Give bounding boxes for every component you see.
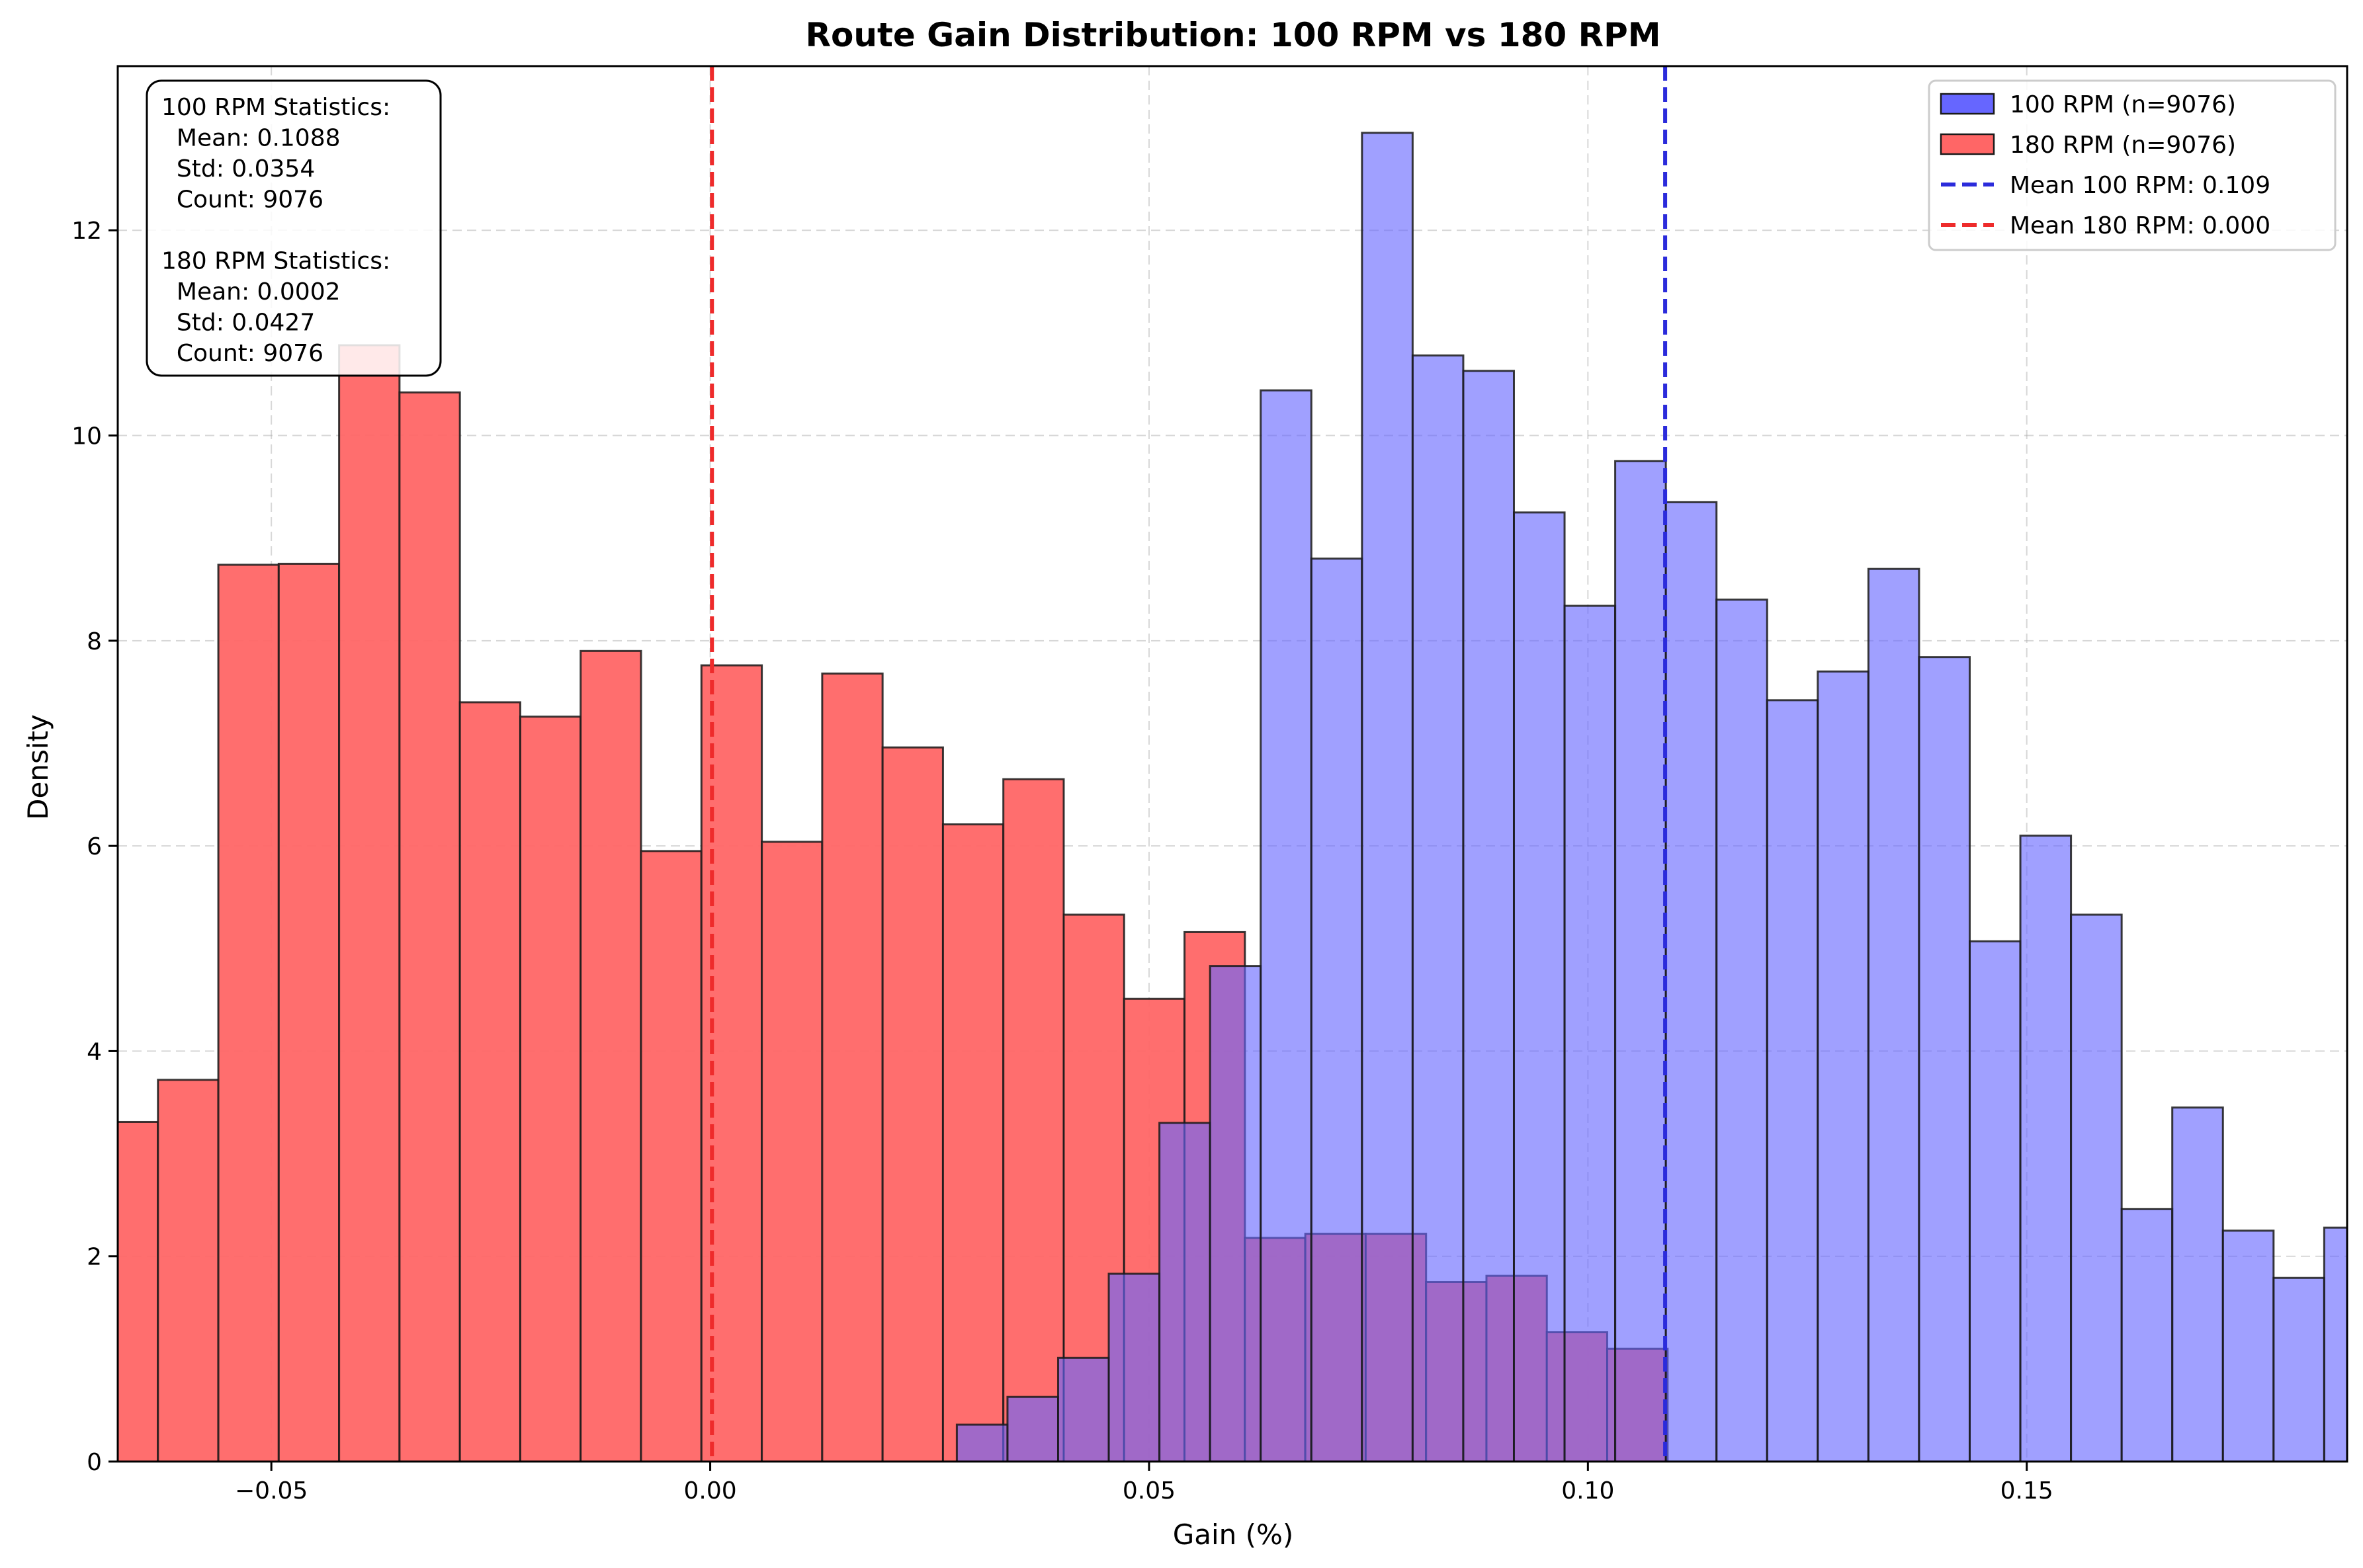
bar-100-rpm-13 xyxy=(1614,460,1667,1462)
bar-180-rpm-9 xyxy=(640,850,703,1462)
bar-180-rpm-4 xyxy=(338,344,401,1462)
y-tick-label-2: 4 xyxy=(87,1038,102,1065)
statistics-line-6: Mean: 0.0002 xyxy=(161,278,341,306)
y-axis-label: Density xyxy=(22,714,54,820)
bar-180-rpm-11 xyxy=(761,841,824,1462)
bar-180-rpm-1 xyxy=(157,1079,220,1462)
statistics-line-8: Count: 9076 xyxy=(161,340,323,367)
statistics-line-3: Count: 9076 xyxy=(161,186,323,214)
bar-100-rpm-15 xyxy=(1715,598,1768,1462)
x-axis-label: Gain (%) xyxy=(1173,1518,1294,1551)
legend-label-100-rpm: 100 RPM (n=9076) xyxy=(2010,91,2236,118)
legend-swatch-180-rpm xyxy=(1940,133,1995,155)
y-tick-label-0: 0 xyxy=(87,1449,102,1476)
bar-180-rpm-0 xyxy=(118,1120,159,1462)
bar-100-rpm-25 xyxy=(2221,1229,2275,1462)
chart-title: Route Gain Distribution: 100 RPM vs 180 … xyxy=(806,16,1661,54)
x-tick-label-2: 0.05 xyxy=(1123,1477,1176,1505)
bar-100-rpm-5 xyxy=(1209,965,1262,1462)
bar-100-rpm-3 xyxy=(1107,1272,1161,1462)
bar-180-rpm-3 xyxy=(277,562,341,1462)
statistics-line-1: Mean: 0.1088 xyxy=(161,125,341,152)
bar-100-rpm-4 xyxy=(1158,1122,1211,1462)
legend-label-mean-180-rpm: Mean 180 RPM: 0.000 xyxy=(2010,212,2270,239)
x-tick-label-0: −0.05 xyxy=(235,1477,308,1505)
bar-100-rpm-23 xyxy=(2120,1208,2174,1462)
bar-180-rpm-6 xyxy=(458,701,521,1462)
bar-180-rpm-14 xyxy=(941,823,1005,1462)
bar-180-rpm-5 xyxy=(398,391,461,1462)
y-tick-label-6: 12 xyxy=(71,218,102,245)
bar-100-rpm-11 xyxy=(1512,511,1566,1462)
x-tick-label-3: 0.10 xyxy=(1561,1477,1614,1505)
statistics-line-7: Std: 0.0427 xyxy=(161,309,315,337)
bar-100-rpm-19 xyxy=(1918,656,1971,1462)
statistics-line-0: 100 RPM Statistics: xyxy=(161,94,390,121)
bar-100-rpm-17 xyxy=(1817,670,1869,1462)
statistics-line-2: Std: 0.0354 xyxy=(161,155,315,183)
bar-100-rpm-12 xyxy=(1563,604,1617,1462)
bar-180-rpm-2 xyxy=(217,563,280,1462)
legend-swatch-100-rpm xyxy=(1940,93,1995,115)
bar-100-rpm-7 xyxy=(1310,557,1363,1462)
bar-100-rpm-18 xyxy=(1867,567,1920,1462)
bar-100-rpm-6 xyxy=(1260,389,1312,1462)
statistics-box: 100 RPM Statistics: Mean: 0.1088 Std: 0.… xyxy=(146,79,442,377)
bar-180-rpm-12 xyxy=(821,672,884,1462)
bar-100-rpm-1 xyxy=(1006,1395,1060,1462)
bar-100-rpm-2 xyxy=(1057,1356,1110,1462)
bar-180-rpm-7 xyxy=(519,716,582,1462)
bar-180-rpm-8 xyxy=(580,649,642,1462)
legend-label-180-rpm: 180 RPM (n=9076) xyxy=(2010,132,2236,159)
x-tick-label-1: 0.00 xyxy=(683,1477,736,1505)
y-axis: 0 2 4 6 8 10 12 xyxy=(71,218,118,1476)
bar-180-rpm-15 xyxy=(1002,778,1065,1462)
plot-frame xyxy=(116,65,2348,1463)
bar-100-rpm-8 xyxy=(1361,132,1414,1462)
bar-100-rpm-26 xyxy=(2272,1276,2325,1462)
legend: 100 RPM (n=9076) 180 RPM (n=9076) Mean 100… xyxy=(1928,79,2337,251)
x-tick-label-4: 0.15 xyxy=(2000,1477,2053,1505)
bar-100-rpm-14 xyxy=(1664,501,1718,1462)
legend-frame xyxy=(1928,79,2337,251)
x-axis: −0.05 0.00 0.05 0.10 0.15 xyxy=(235,1462,2053,1505)
bar-100-rpm-21 xyxy=(2019,835,2073,1462)
bar-100-rpm-24 xyxy=(2171,1106,2224,1462)
legend-label-mean-100-rpm: Mean 100 RPM: 0.109 xyxy=(2010,172,2270,199)
y-tick-label-4: 8 xyxy=(87,628,102,655)
bar-100-rpm-16 xyxy=(1766,699,1819,1462)
y-tick-label-1: 2 xyxy=(87,1244,102,1271)
bar-100-rpm-0 xyxy=(955,1423,1009,1462)
y-tick-label-3: 6 xyxy=(87,833,102,860)
statistics-box-frame xyxy=(146,79,442,377)
bar-180-rpm-13 xyxy=(881,746,944,1462)
bar-100-rpm-9 xyxy=(1411,354,1465,1462)
bar-100-rpm-27 xyxy=(2323,1226,2347,1462)
statistics-line-5: 180 RPM Statistics: xyxy=(161,248,390,275)
bar-100-rpm-20 xyxy=(1968,940,2022,1462)
y-tick-label-5: 10 xyxy=(71,423,102,450)
bar-100-rpm-10 xyxy=(1462,370,1515,1462)
bar-100-rpm-22 xyxy=(2070,913,2123,1462)
